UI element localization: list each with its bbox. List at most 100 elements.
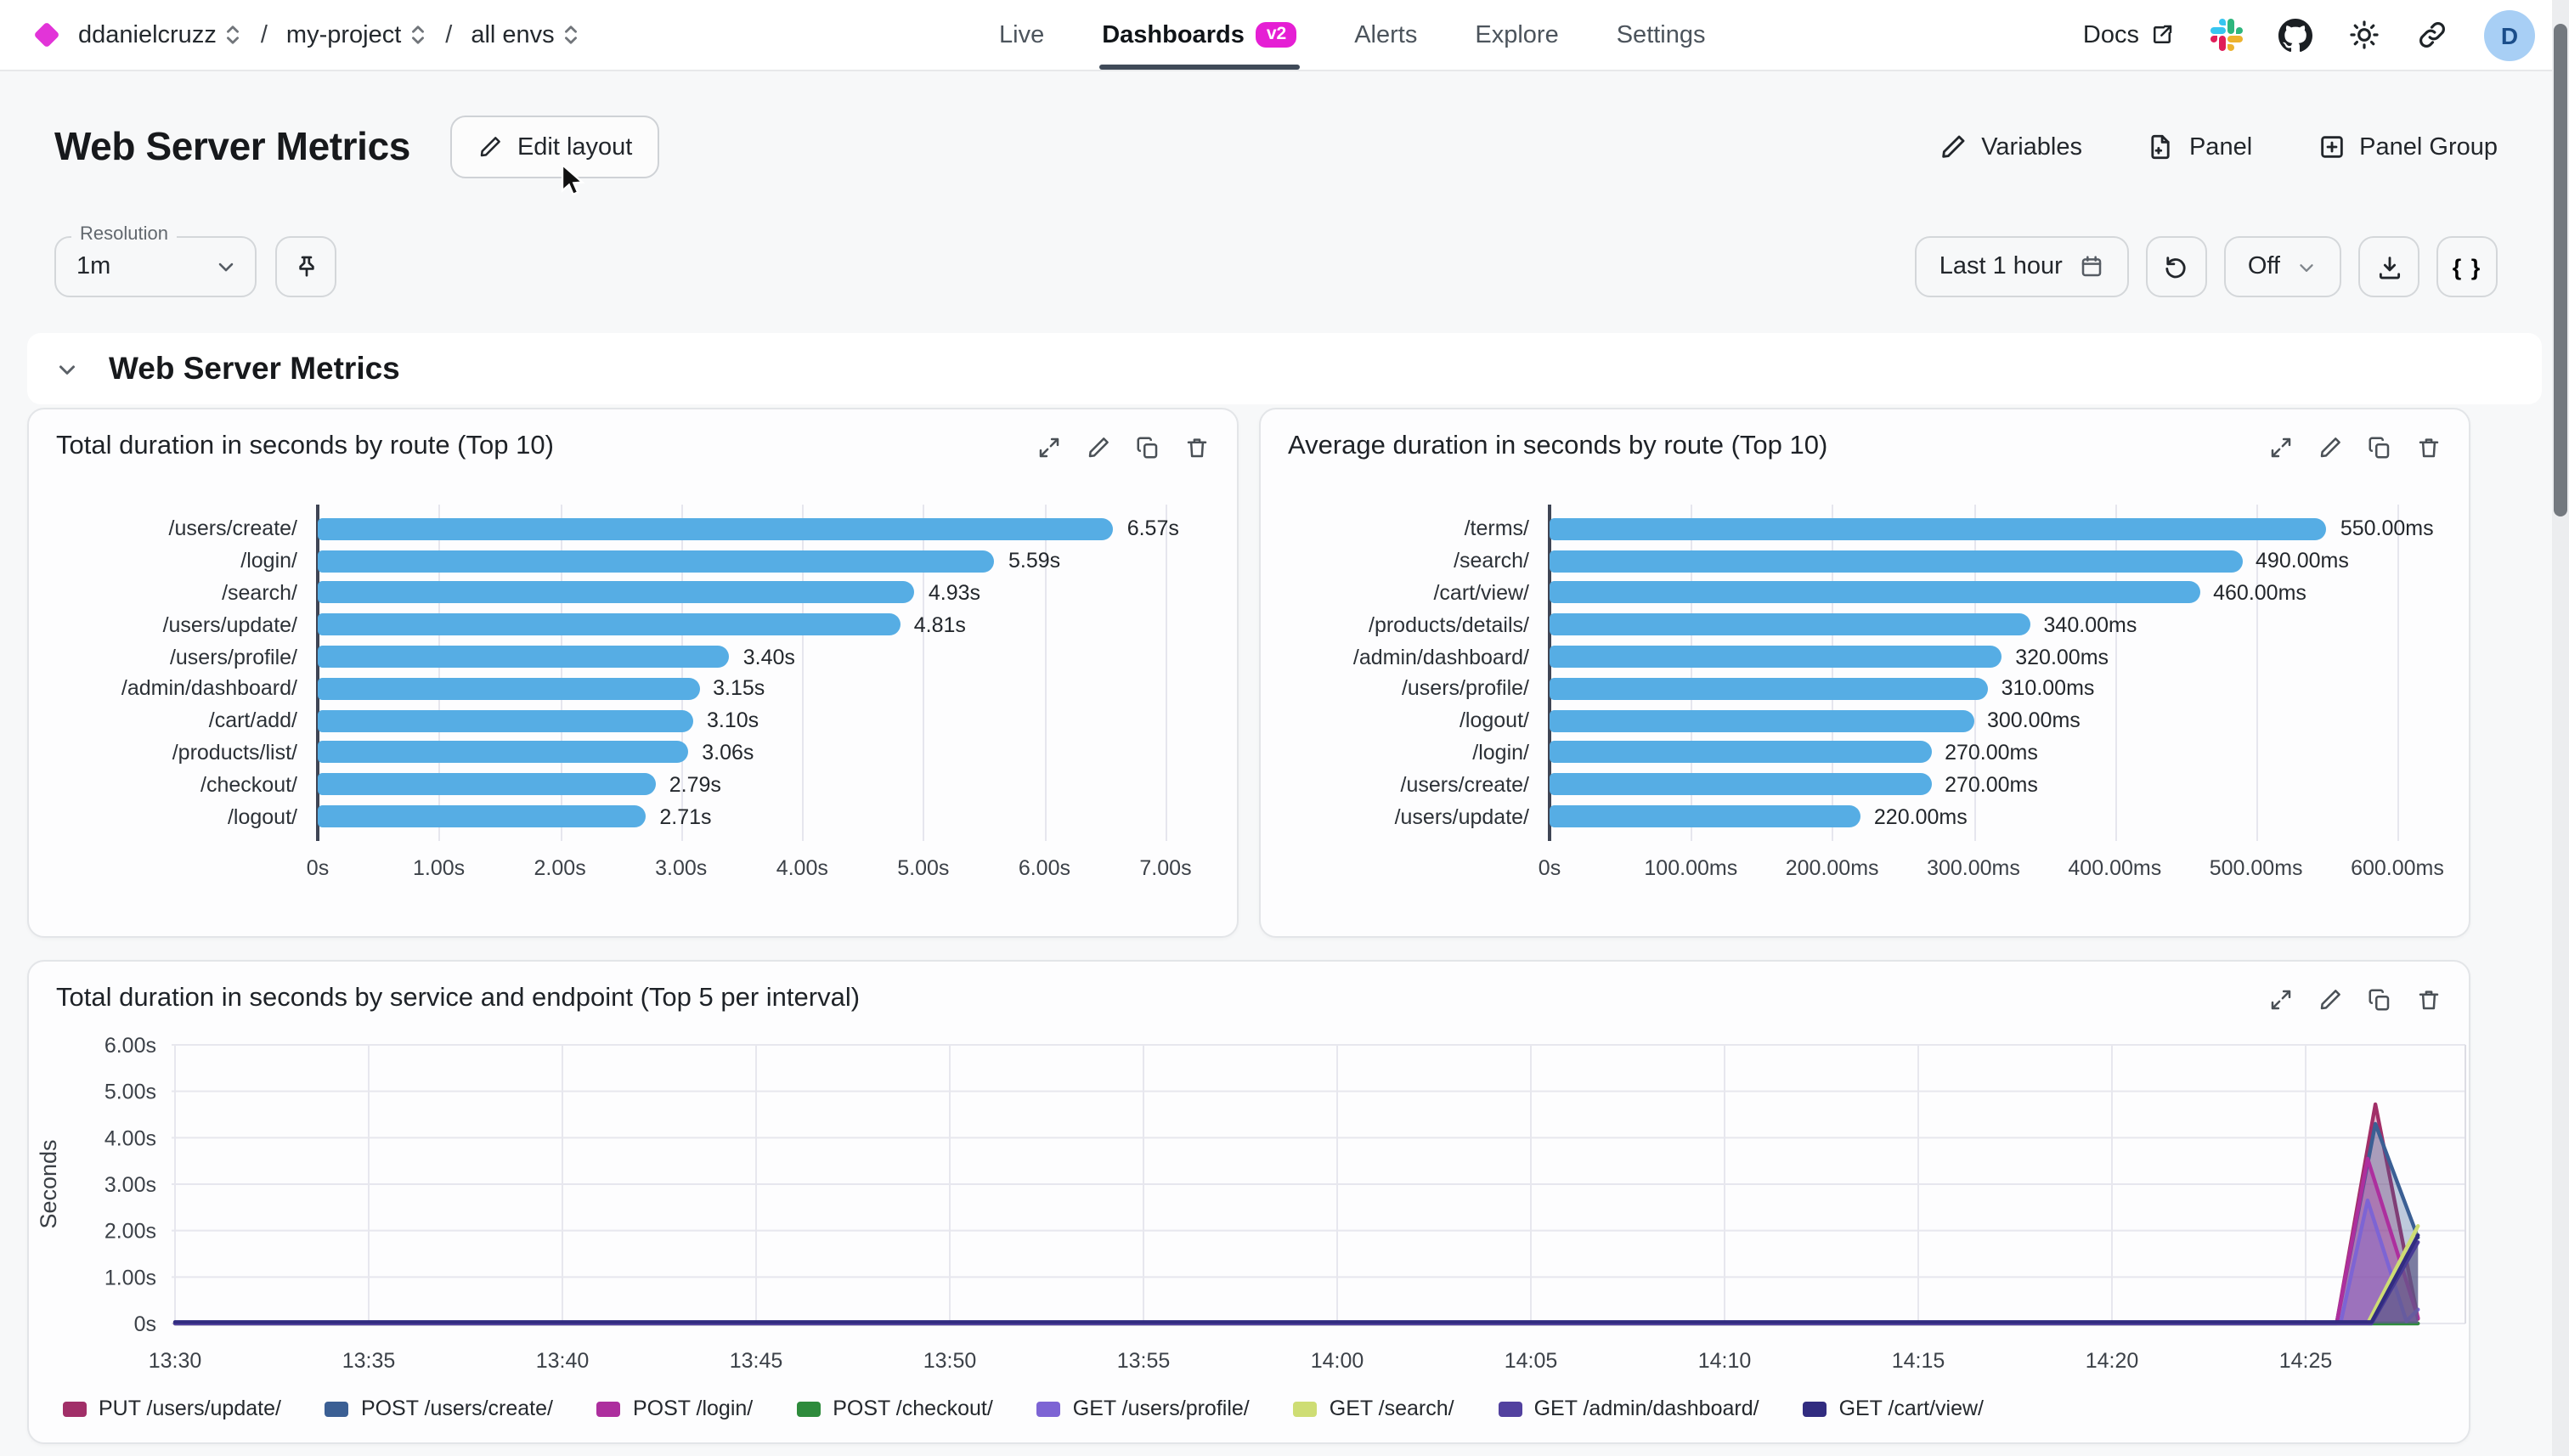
nav-tab-settings[interactable]: Settings (1617, 0, 1706, 70)
svg-text:13:45: 13:45 (730, 1349, 783, 1373)
copy-panel-icon[interactable] (2367, 434, 2392, 460)
variables-button[interactable]: Variables (1939, 133, 2082, 161)
bar-row: /cart/view/460.00ms (1433, 577, 2397, 609)
slack-icon[interactable] (2210, 19, 2243, 51)
svg-text:5.00s: 5.00s (104, 1081, 156, 1104)
live-refresh-select[interactable]: Off (2223, 236, 2341, 297)
vertical-scrollbar-track[interactable] (2552, 0, 2569, 1456)
bar (318, 517, 1114, 540)
bar (318, 646, 730, 669)
bar (1550, 741, 1932, 764)
legend-item[interactable]: PUT /users/update/ (63, 1397, 281, 1420)
edit-panel-icon[interactable] (2318, 434, 2343, 460)
bar (1550, 677, 1988, 700)
bar-row: /search/4.93s (222, 577, 1166, 609)
resolution-select[interactable]: Resolution 1m (54, 224, 257, 297)
x-tick-label: 100.00ms (1644, 855, 1738, 880)
bar-category-label: /users/create/ (168, 516, 297, 541)
expand-panel-icon[interactable] (2268, 434, 2294, 460)
add-panel-button[interactable]: Panel (2147, 133, 2252, 161)
theme-sun-icon[interactable] (2348, 19, 2380, 51)
legend-label: PUT /users/update/ (99, 1397, 281, 1420)
svg-text:13:55: 13:55 (1117, 1349, 1171, 1373)
legend-item[interactable]: GET /cart/view/ (1803, 1397, 1984, 1420)
legend-item[interactable]: GET /users/profile/ (1036, 1397, 1250, 1420)
refresh-button[interactable] (2145, 236, 2207, 297)
svg-text:0s: 0s (134, 1312, 156, 1336)
braces-label: { } (2452, 254, 2482, 279)
expand-panel-icon[interactable] (1036, 434, 1062, 460)
json-braces-button[interactable]: { } (2436, 236, 2498, 297)
bar-category-label: /login/ (240, 549, 297, 573)
hbar-gridlines (1548, 505, 2399, 841)
svg-text:14:15: 14:15 (1892, 1349, 1945, 1373)
nav-tab-label: Explore (1475, 21, 1559, 48)
vertical-scrollbar-thumb[interactable] (2554, 24, 2567, 516)
breadcrumb-segment[interactable]: my-project (286, 21, 426, 48)
nav-tab-explore[interactable]: Explore (1475, 0, 1558, 70)
bar-category-label: /products/details/ (1369, 612, 1529, 637)
nav-tab-dashboards[interactable]: Dashboards v2 (1098, 0, 1300, 70)
nav-tab-alerts[interactable]: Alerts (1354, 0, 1417, 70)
gridline (560, 505, 562, 841)
bar-row: /users/create/270.00ms (1401, 769, 2397, 801)
edit-panel-icon[interactable] (2318, 986, 2343, 1012)
gridline (2256, 505, 2258, 841)
bar (1550, 581, 2200, 604)
gridline (1044, 505, 1047, 841)
copy-panel-icon[interactable] (1135, 434, 1160, 460)
x-tick-label: 400.00ms (2068, 855, 2162, 880)
pin-resolution-button[interactable] (275, 236, 336, 297)
legend-item[interactable]: POST /users/create/ (325, 1397, 553, 1420)
panel-title: Total duration in seconds by service and… (56, 984, 861, 1013)
panels-row: Total duration in seconds by route (Top … (27, 408, 2542, 938)
pencil-icon (1942, 135, 1965, 158)
bar-chart[interactable]: /terms/550.00ms/search/490.00ms/cart/vie… (1261, 505, 2469, 883)
copy-panel-icon[interactable] (2367, 986, 2392, 1012)
x-tick-label: 1.00s (412, 855, 466, 880)
area-chart[interactable]: 0s 1.00s 2.00s 3.00s 4.00s 5.00s 6.00s 13:30 13:… (29, 1031, 2469, 1397)
download-icon (2378, 256, 2400, 279)
legend-item[interactable]: GET /search/ (1293, 1397, 1454, 1420)
x-axis-ticks: 0s 1.00s 2.00s 3.00s 4.00s 5.00s 6.00s 7.00s (307, 855, 1192, 883)
delete-panel-icon[interactable] (1184, 434, 1210, 460)
bar-value-label: 3.40s (742, 645, 795, 669)
delete-panel-icon[interactable] (2416, 986, 2442, 1012)
bar-category-label: /admin/dashboard/ (121, 676, 297, 701)
legend-swatch (1498, 1401, 1522, 1416)
gridline (680, 505, 683, 841)
x-tick-label: 0s (1538, 855, 1561, 880)
bar (1550, 709, 1973, 732)
bar-row: /users/update/220.00ms (1395, 800, 2397, 832)
legend-item[interactable]: POST /checkout/ (797, 1397, 993, 1420)
y-axis-line (1548, 505, 1551, 841)
expand-panel-icon[interactable] (2268, 986, 2294, 1012)
collapse-section-icon[interactable] (54, 356, 80, 381)
delete-panel-icon[interactable] (2416, 434, 2442, 460)
legend-label: POST /checkout/ (833, 1397, 993, 1420)
user-avatar[interactable]: D (2484, 9, 2535, 60)
add-panel-group-button[interactable]: Panel Group (2317, 133, 2498, 161)
legend-item[interactable]: POST /login/ (596, 1397, 753, 1420)
download-button[interactable] (2358, 236, 2419, 297)
legend-label: GET /admin/dashboard/ (1533, 1397, 1759, 1420)
breadcrumb-label: all envs (471, 21, 555, 48)
resolution-value: 1m (76, 253, 111, 280)
breadcrumb-separator: / (260, 21, 268, 48)
docs-link[interactable]: Docs (2083, 21, 2175, 48)
bar-chart[interactable]: /users/create/6.57s/login/5.59s/search/4… (29, 505, 1237, 883)
share-link-icon[interactable] (2416, 19, 2448, 51)
edit-layout-button[interactable]: Edit layout (450, 116, 660, 178)
legend-item[interactable]: GET /admin/dashboard/ (1498, 1397, 1759, 1420)
nav-tab-live[interactable]: Live (999, 0, 1044, 70)
github-icon[interactable] (2278, 18, 2312, 52)
legend-label: GET /cart/view/ (1838, 1397, 1984, 1420)
bar (1550, 773, 1932, 796)
square-plus-icon (2320, 136, 2342, 158)
edit-panel-icon[interactable] (1086, 434, 1111, 460)
breadcrumb-segment[interactable]: all envs (471, 21, 579, 48)
x-tick-label: 300.00ms (1927, 855, 2020, 880)
bar-row: /users/profile/3.40s (170, 641, 1166, 673)
breadcrumb-segment[interactable]: ddanielcruzz (78, 21, 242, 48)
time-range-button[interactable]: Last 1 hour (1915, 236, 2129, 297)
